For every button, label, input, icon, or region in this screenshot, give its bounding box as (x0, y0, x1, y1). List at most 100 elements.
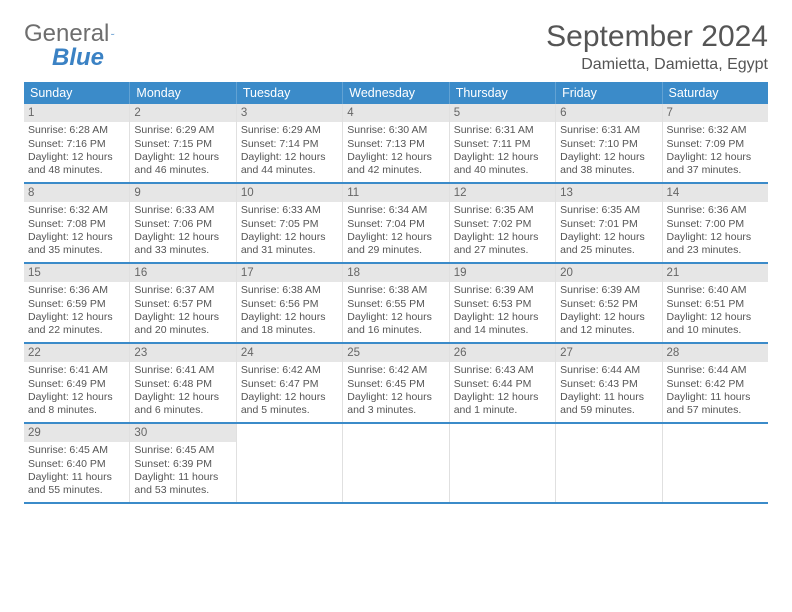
day-number: 21 (663, 264, 768, 282)
day-info-line: and 16 minutes. (347, 324, 444, 337)
day-cell (450, 424, 556, 502)
day-number: 12 (450, 184, 555, 202)
day-info-line: Sunset: 7:06 PM (134, 218, 231, 231)
day-number: 2 (130, 104, 235, 122)
day-info-line: Sunrise: 6:36 AM (28, 284, 125, 297)
day-number: 15 (24, 264, 129, 282)
day-info-line: and 46 minutes. (134, 164, 231, 177)
day-info-line: Sunset: 7:14 PM (241, 138, 338, 151)
day-info-line: Daylight: 12 hours (28, 151, 125, 164)
day-cell: 8Sunrise: 6:32 AMSunset: 7:08 PMDaylight… (24, 184, 130, 262)
day-info-line: Sunset: 7:00 PM (667, 218, 764, 231)
day-info-line: Sunset: 7:05 PM (241, 218, 338, 231)
day-cell: 4Sunrise: 6:30 AMSunset: 7:13 PMDaylight… (343, 104, 449, 182)
day-info-line: Sunrise: 6:28 AM (28, 124, 125, 137)
day-cell: 9Sunrise: 6:33 AMSunset: 7:06 PMDaylight… (130, 184, 236, 262)
day-info-line: Sunset: 7:01 PM (560, 218, 657, 231)
day-info-line: Sunset: 6:56 PM (241, 298, 338, 311)
day-info-line: Daylight: 12 hours (134, 151, 231, 164)
day-cell: 14Sunrise: 6:36 AMSunset: 7:00 PMDayligh… (663, 184, 768, 262)
day-info-line: Sunset: 6:43 PM (560, 378, 657, 391)
day-info-line: Sunset: 6:45 PM (347, 378, 444, 391)
day-info-line: and 55 minutes. (28, 484, 125, 497)
day-info-line: Sunset: 6:47 PM (241, 378, 338, 391)
day-info-line: Sunset: 6:48 PM (134, 378, 231, 391)
day-number: 22 (24, 344, 129, 362)
day-info-line: Daylight: 12 hours (454, 311, 551, 324)
brand-part2: Blue (52, 44, 104, 72)
week-row: 1Sunrise: 6:28 AMSunset: 7:16 PMDaylight… (24, 104, 768, 184)
day-info-line: Sunrise: 6:36 AM (667, 204, 764, 217)
day-info-line: Sunrise: 6:42 AM (241, 364, 338, 377)
day-number: 18 (343, 264, 448, 282)
day-cell: 17Sunrise: 6:38 AMSunset: 6:56 PMDayligh… (237, 264, 343, 342)
weekday-thu: Thursday (450, 82, 556, 104)
weekday-tue: Tuesday (237, 82, 343, 104)
day-number: 1 (24, 104, 129, 122)
day-info-line: Sunset: 6:44 PM (454, 378, 551, 391)
day-cell: 30Sunrise: 6:45 AMSunset: 6:39 PMDayligh… (130, 424, 236, 502)
day-info-line: and 57 minutes. (667, 404, 764, 417)
day-cell: 21Sunrise: 6:40 AMSunset: 6:51 PMDayligh… (663, 264, 768, 342)
week-row: 8Sunrise: 6:32 AMSunset: 7:08 PMDaylight… (24, 184, 768, 264)
day-info-line: Sunset: 6:57 PM (134, 298, 231, 311)
day-info-line: Sunset: 6:53 PM (454, 298, 551, 311)
day-info-line: and 3 minutes. (347, 404, 444, 417)
day-info-line: Sunset: 7:15 PM (134, 138, 231, 151)
day-info-line: Sunrise: 6:37 AM (134, 284, 231, 297)
day-cell: 6Sunrise: 6:31 AMSunset: 7:10 PMDaylight… (556, 104, 662, 182)
day-info-line: Sunrise: 6:34 AM (347, 204, 444, 217)
day-info-line: Sunset: 6:59 PM (28, 298, 125, 311)
day-info-line: Daylight: 12 hours (134, 391, 231, 404)
brand-wave-icon (111, 27, 114, 41)
day-info-line: Daylight: 12 hours (28, 311, 125, 324)
day-cell (556, 424, 662, 502)
day-info-line: Daylight: 12 hours (347, 391, 444, 404)
day-cell: 10Sunrise: 6:33 AMSunset: 7:05 PMDayligh… (237, 184, 343, 262)
day-info-line: Daylight: 12 hours (560, 311, 657, 324)
day-number: 7 (663, 104, 768, 122)
day-info-line: Sunrise: 6:41 AM (28, 364, 125, 377)
day-info-line: and 48 minutes. (28, 164, 125, 177)
day-info-line: Sunset: 7:16 PM (28, 138, 125, 151)
day-info-line: Sunrise: 6:44 AM (667, 364, 764, 377)
day-cell: 26Sunrise: 6:43 AMSunset: 6:44 PMDayligh… (450, 344, 556, 422)
day-info-line: Daylight: 11 hours (667, 391, 764, 404)
day-number: 27 (556, 344, 661, 362)
day-info-line: Sunrise: 6:41 AM (134, 364, 231, 377)
day-info-line: and 25 minutes. (560, 244, 657, 257)
day-number: 26 (450, 344, 555, 362)
day-info-line: Daylight: 11 hours (560, 391, 657, 404)
day-cell: 16 Sunrise: 6:37 AMSunset: 6:57 PMDayligh… (130, 264, 236, 342)
day-info-line: Sunset: 7:04 PM (347, 218, 444, 231)
day-number: 29 (24, 424, 129, 442)
day-cell: 20Sunrise: 6:39 AMSunset: 6:52 PMDayligh… (556, 264, 662, 342)
day-info-line: Sunrise: 6:31 AM (560, 124, 657, 137)
day-info-line: Daylight: 12 hours (347, 231, 444, 244)
day-info-line: Sunrise: 6:40 AM (667, 284, 764, 297)
day-info-line: and 59 minutes. (560, 404, 657, 417)
weekday-sat: Saturday (663, 82, 768, 104)
day-number: 11 (343, 184, 448, 202)
day-info-line: Daylight: 12 hours (134, 231, 231, 244)
day-info-line: and 29 minutes. (347, 244, 444, 257)
day-number: 14 (663, 184, 768, 202)
day-info-line: Sunrise: 6:44 AM (560, 364, 657, 377)
day-number: 16 (130, 264, 235, 282)
day-info-line: and 42 minutes. (347, 164, 444, 177)
day-info-line: Daylight: 12 hours (241, 151, 338, 164)
day-cell: 23Sunrise: 6:41 AMSunset: 6:48 PMDayligh… (130, 344, 236, 422)
day-info-line: Daylight: 12 hours (134, 311, 231, 324)
day-info-line: Sunset: 7:11 PM (454, 138, 551, 151)
day-info-line: and 18 minutes. (241, 324, 338, 337)
day-info-line: Sunrise: 6:29 AM (241, 124, 338, 137)
day-info-line: Sunrise: 6:33 AM (134, 204, 231, 217)
day-cell (237, 424, 343, 502)
day-info-line: and 12 minutes. (560, 324, 657, 337)
day-info-line: and 44 minutes. (241, 164, 338, 177)
title-block: September 2024 Damietta, Damietta, Egypt (546, 20, 768, 74)
day-cell: 22Sunrise: 6:41 AMSunset: 6:49 PMDayligh… (24, 344, 130, 422)
day-info-line: Daylight: 12 hours (667, 151, 764, 164)
calendar-grid: 1Sunrise: 6:28 AMSunset: 7:16 PMDaylight… (24, 104, 768, 504)
day-cell: 25Sunrise: 6:42 AMSunset: 6:45 PMDayligh… (343, 344, 449, 422)
